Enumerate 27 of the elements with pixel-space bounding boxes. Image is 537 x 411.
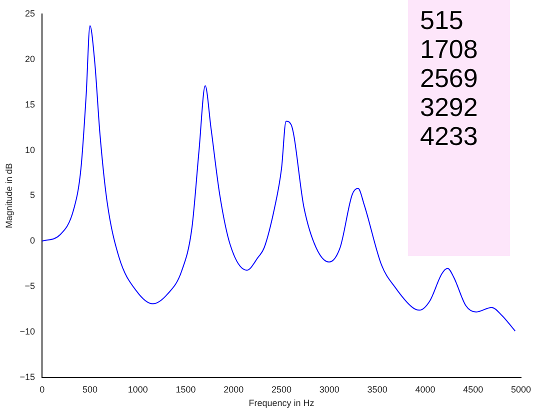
x-tick-label: 2000	[224, 384, 244, 394]
x-tick-label: 1500	[176, 384, 196, 394]
annotation: 1708	[420, 34, 479, 64]
x-axis-title: Frequency in Hz	[248, 398, 315, 408]
y-tick-label: 15	[25, 99, 36, 110]
y-tick-label: 20	[25, 54, 36, 64]
y-tick-label: 25	[25, 8, 36, 18]
annotation: 515	[420, 5, 464, 35]
x-tick-label: 3000	[319, 384, 340, 394]
x-tick-label: 3500	[367, 384, 388, 394]
y-axis-title: Magnitude in dB	[4, 163, 14, 228]
y-tick-label: 0	[30, 236, 36, 246]
x-tick-label: 500	[82, 384, 98, 394]
x-tick-label: 4500	[463, 384, 484, 394]
annotation: 2569	[420, 63, 479, 93]
y-tick-label: −5	[24, 281, 36, 292]
x-tick-label: 5000	[510, 384, 532, 394]
y-tick-label: 5	[30, 190, 36, 200]
y-tick-label: 10	[25, 144, 36, 155]
x-tick-label: 0	[40, 384, 45, 394]
x-tick-label: 2500	[272, 384, 292, 394]
annotation: 4233	[420, 121, 479, 151]
annotation: 3292	[420, 92, 479, 122]
y-tick-label: −15	[20, 372, 36, 382]
x-tick-label: 1000	[128, 384, 148, 394]
y-tick-label: −10	[20, 326, 36, 336]
x-tick-label: 4000	[415, 384, 436, 394]
